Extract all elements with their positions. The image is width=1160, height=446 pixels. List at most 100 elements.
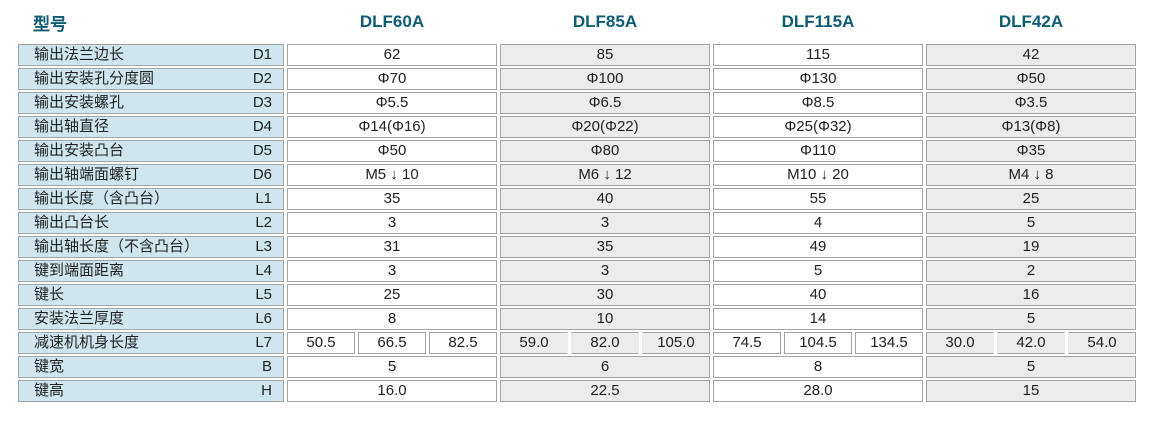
row-label-wrap: 输出轴端面螺钉 D6 (19, 165, 283, 184)
table-row: 键到端面距离 L4 3 3 5 2 (18, 260, 1136, 282)
row-code: L7 (255, 333, 272, 351)
row-label-wrap: 减速机机身长度 L7 (19, 333, 283, 352)
row-label-cell: 输出长度（含凸台） L1 (18, 188, 284, 210)
row-label: 输出安装凸台 (34, 141, 125, 159)
value-cell: Φ35 (926, 140, 1136, 162)
row-label: 键高 (34, 381, 65, 399)
value-cell: Φ3.5 (926, 92, 1136, 114)
value-cell: 42 (926, 44, 1136, 66)
value-cell: 5 (926, 356, 1136, 378)
value-cell: 25 (287, 284, 497, 306)
value-cell: 35 (500, 236, 710, 258)
table-row: 输出安装孔分度圆 D2 Φ70 Φ100 Φ130 Φ50 (18, 68, 1136, 90)
table-row: 安装法兰厚度 L6 8 10 14 5 (18, 308, 1136, 330)
value-cell: 40 (500, 188, 710, 210)
row-label-wrap: 输出凸台长 L2 (19, 213, 283, 232)
value-cell: Φ14(Φ16) (287, 116, 497, 138)
row-label-wrap: 输出轴长度（不含凸台） L3 (19, 237, 283, 256)
row-code: D1 (252, 45, 272, 63)
value-cell: 40 (713, 284, 923, 306)
table-row: 输出轴直径 D4 Φ14(Φ16) Φ20(Φ22) Φ25(Φ32) Φ13(Φ8) (18, 116, 1136, 138)
row-code: D2 (252, 69, 272, 87)
value-cell: Φ5.5 (287, 92, 497, 114)
table-row: 键高 H 16.0 22.5 28.0 15 (18, 380, 1136, 402)
row-label-cell: 键高 H (18, 380, 284, 402)
row-label-cell: 键到端面距离 L4 (18, 260, 284, 282)
row-label: 输出轴端面螺钉 (34, 165, 140, 183)
value-subcell: 42.0 (997, 332, 1065, 354)
row-code: D6 (252, 165, 272, 183)
row-label: 输出轴长度（不含凸台） (34, 237, 200, 255)
value-cell: M4 ↓ 8 (926, 164, 1136, 186)
value-cell: 5 (287, 356, 497, 378)
table-row: 输出轴端面螺钉 D6 M5 ↓ 10 M6 ↓ 12 M10 ↓ 20 M4 ↓ 8 (18, 164, 1136, 186)
value-cell: 3 (500, 260, 710, 282)
row-label-wrap: 输出安装孔分度圆 D2 (19, 69, 283, 88)
value-cell: Φ20(Φ22) (500, 116, 710, 138)
value-cell: 55 (713, 188, 923, 210)
table-row: 输出安装凸台 D5 Φ50 Φ80 Φ110 Φ35 (18, 140, 1136, 162)
value-cell: Φ13(Φ8) (926, 116, 1136, 138)
value-cell: Φ50 (926, 68, 1136, 90)
row-code: B (261, 357, 272, 375)
value-subcell: 54.0 (1068, 332, 1136, 354)
value-cell: 2 (926, 260, 1136, 282)
row-label-cell: 键宽 B (18, 356, 284, 378)
value-cell: Φ8.5 (713, 92, 923, 114)
row-label-wrap: 安装法兰厚度 L6 (19, 309, 283, 328)
spec-table: 型号 DLF60A DLF85A DLF115A DLF42A 输出法兰边长 D1… (15, 0, 1139, 404)
value-cell: Φ6.5 (500, 92, 710, 114)
row-label: 输出安装孔分度圆 (34, 69, 155, 87)
row-label-wrap: 输出轴直径 D4 (19, 118, 283, 136)
value-cell: 5 (926, 308, 1136, 330)
value-cell: 3 (287, 260, 497, 282)
table-row: 减速机机身长度 L7 50.5 66.5 82.5 59.0 82.0 105.0 74.5 10… (18, 332, 1136, 354)
row-label-cell: 输出轴长度（不含凸台） L3 (18, 236, 284, 258)
row-code: D5 (252, 141, 272, 159)
value-subcell: 104.5 (784, 332, 852, 354)
table-row: 输出轴长度（不含凸台） L3 31 35 49 19 (18, 236, 1136, 258)
row-label-wrap: 输出安装凸台 D5 (19, 141, 283, 160)
value-cell: M6 ↓ 12 (500, 164, 710, 186)
value-cell: 16 (926, 284, 1136, 306)
row-code: L6 (255, 309, 272, 327)
value-cell: 22.5 (500, 380, 710, 402)
value-cell: 14 (713, 308, 923, 330)
row-label-cell: 输出安装孔分度圆 D2 (18, 68, 284, 90)
row-code: H (261, 381, 272, 399)
value-cell: 28.0 (713, 380, 923, 402)
value-cell: Φ100 (500, 68, 710, 90)
value-cell: Φ50 (287, 140, 497, 162)
value-subcell: 82.5 (429, 332, 497, 354)
value-cell: 5 (713, 260, 923, 282)
table-row: 输出法兰边长 D1 62 85 115 42 (18, 44, 1136, 66)
table-row: 输出长度（含凸台） L1 35 40 55 25 (18, 188, 1136, 210)
row-code: L4 (255, 261, 272, 279)
value-cell: 31 (287, 236, 497, 258)
value-subcell: 59.0 (500, 332, 568, 354)
value-cell: 19 (926, 236, 1136, 258)
value-subcell: 134.5 (855, 332, 923, 354)
row-label: 键到端面距离 (34, 261, 125, 279)
row-label-cell: 输出轴端面螺钉 D6 (18, 164, 284, 186)
row-label-cell: 输出安装螺孔 D3 (18, 92, 284, 114)
row-label-wrap: 输出法兰边长 D1 (19, 45, 283, 64)
value-subcell: 74.5 (713, 332, 781, 354)
model-header-dlf42a: DLF42A (998, 12, 1064, 31)
row-label: 键宽 (34, 357, 65, 375)
value-cell: M5 ↓ 10 (287, 164, 497, 186)
value-cell: 49 (713, 236, 923, 258)
value-cell: 62 (287, 44, 497, 66)
row-label: 输出长度（含凸台） (34, 189, 170, 207)
model-column-title: 型号 (33, 14, 67, 34)
row-label-wrap: 键到端面距离 L4 (19, 261, 283, 280)
row-label: 输出凸台长 (34, 213, 110, 231)
value-subcell: 66.5 (358, 332, 426, 354)
row-label-wrap: 键高 H (19, 381, 283, 400)
row-label-cell: 键长 L5 (18, 284, 284, 306)
row-label: 减速机机身长度 (34, 333, 140, 351)
row-label: 输出安装螺孔 (34, 93, 125, 111)
row-label-cell: 输出法兰边长 D1 (18, 44, 284, 66)
value-cell: 3 (287, 212, 497, 234)
row-code: L1 (255, 189, 272, 207)
